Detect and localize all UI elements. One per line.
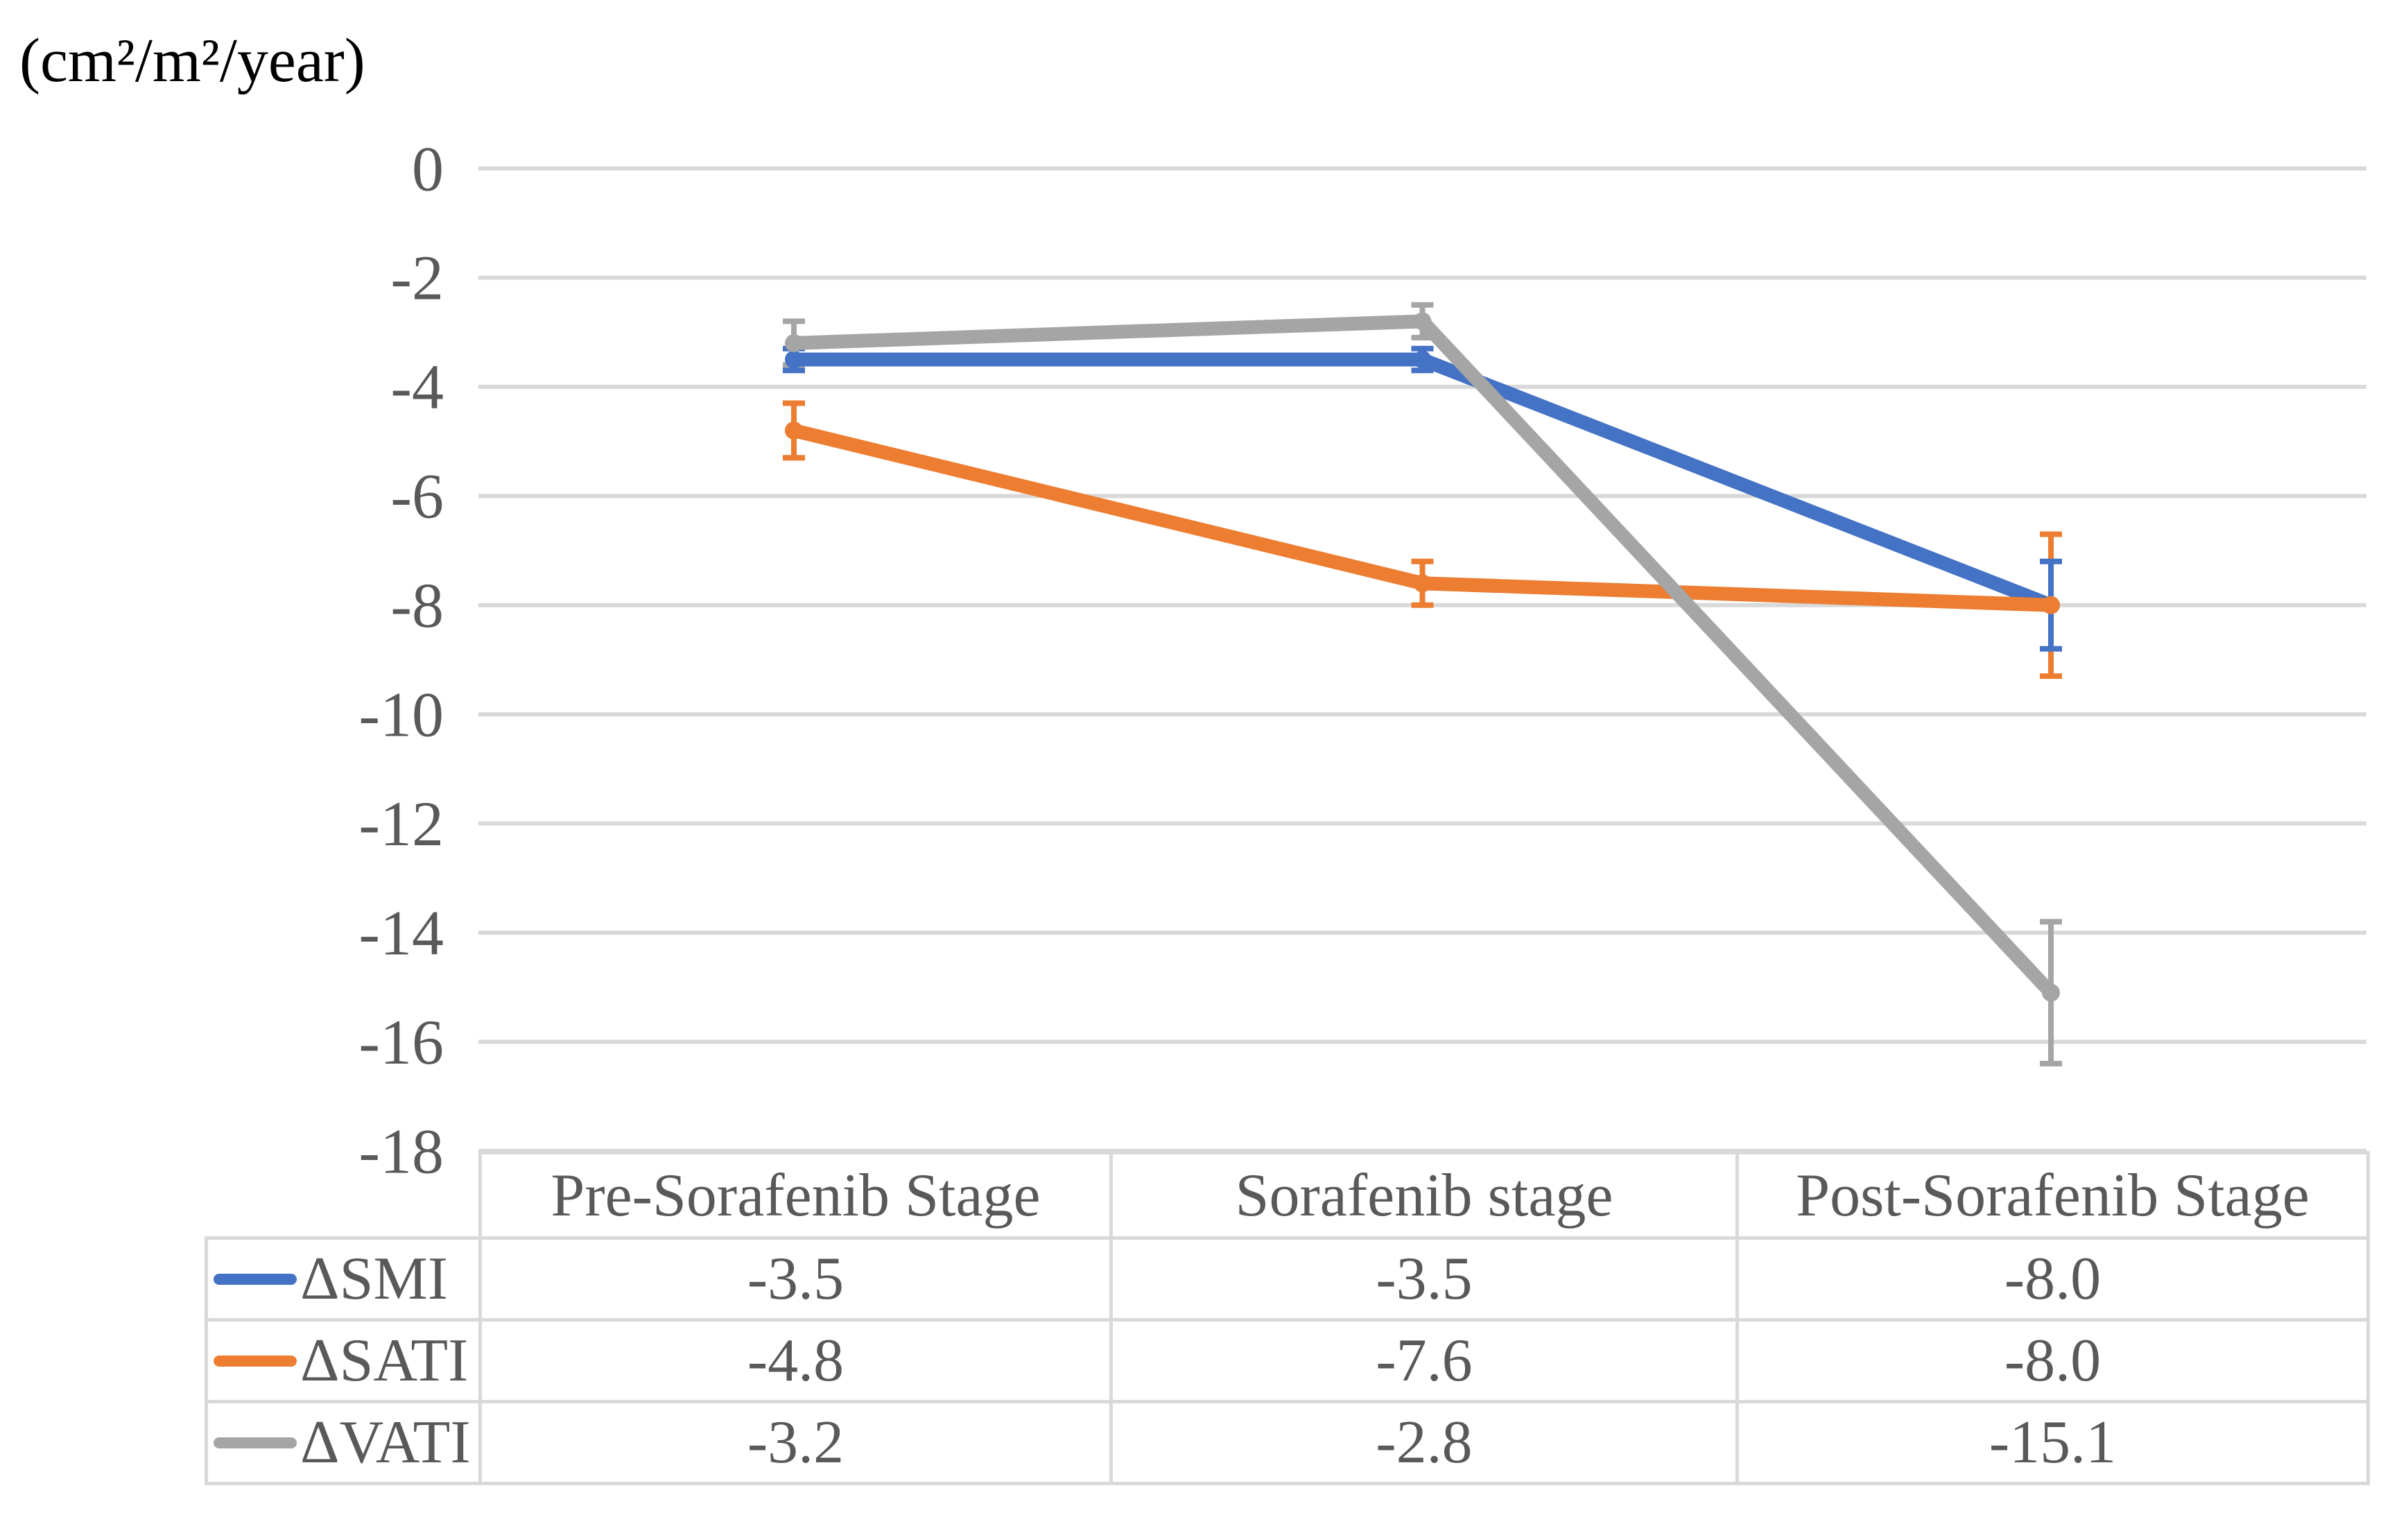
table-header-row: Pre-Sorafenib Stage Sorafenib stage Post… <box>207 1151 2370 1240</box>
series-1-marker-0 <box>785 421 803 440</box>
data-table: Pre-Sorafenib Stage Sorafenib stage Post… <box>205 1151 2370 1485</box>
legend-cell-vati: ΔVATI <box>205 1400 482 1485</box>
series-0-marker-1 <box>1413 350 1432 369</box>
y-tick-label: -8 <box>390 570 444 641</box>
legend-cell-sati: ΔSATI <box>205 1318 482 1403</box>
legend-line-swatch-smi <box>214 1273 297 1285</box>
legend-label-smi: ΔSMI <box>300 1245 449 1313</box>
y-tick-label: -18 <box>358 1116 444 1186</box>
table-cell: -3.2 <box>478 1400 1113 1485</box>
table-cell: -4.8 <box>478 1318 1113 1403</box>
y-tick-label: -2 <box>390 243 444 313</box>
table-cell: -3.5 <box>478 1236 1113 1322</box>
legend-line-swatch-sati <box>214 1355 297 1367</box>
table-corner-cell <box>207 1153 480 1238</box>
y-tick-label: -4 <box>390 352 444 422</box>
series-2-marker-1 <box>1413 312 1432 331</box>
series-2-marker-2 <box>2042 983 2060 1002</box>
y-tick-label: -10 <box>358 679 444 750</box>
legend-label-vati: ΔVATI <box>300 1409 471 1476</box>
table-row-sati: ΔSATI -4.8 -7.6 -8.0 <box>205 1318 2370 1403</box>
legend-label-sati: ΔSATI <box>300 1327 469 1394</box>
table-cell: -8.0 <box>1735 1318 2370 1403</box>
series-2-line <box>787 314 2058 1000</box>
y-tick-label: -14 <box>358 897 444 968</box>
table-header-post-sorafenib: Post-Sorafenib Stage <box>1735 1151 2370 1240</box>
table-header-sorafenib: Sorafenib stage <box>1109 1151 1739 1240</box>
y-axis-unit-label: (cm²/m²/year) <box>19 26 365 95</box>
legend-line-swatch-vati <box>214 1437 297 1448</box>
table-row-vati: ΔVATI -3.2 -2.8 -15.1 <box>205 1400 2370 1485</box>
table-header-pre-sorafenib: Pre-Sorafenib Stage <box>478 1151 1113 1240</box>
y-tick-label: -12 <box>358 788 444 859</box>
table-cell: -3.5 <box>1109 1236 1739 1322</box>
table-cell: -15.1 <box>1735 1400 2370 1485</box>
table-cell: -8.0 <box>1735 1236 2370 1322</box>
table-row-smi: ΔSMI -3.5 -3.5 -8.0 <box>205 1236 2370 1322</box>
table-cell: -2.8 <box>1109 1400 1739 1485</box>
legend-cell-smi: ΔSMI <box>205 1236 482 1322</box>
y-tick-label: -16 <box>358 1007 444 1077</box>
table-cell: -7.6 <box>1109 1318 1739 1403</box>
series-1-marker-1 <box>1413 574 1432 593</box>
y-tick-label: 0 <box>412 133 444 204</box>
series-1-marker-2 <box>2042 596 2060 614</box>
series-0-marker-0 <box>785 350 803 369</box>
series-2-marker-0 <box>785 334 803 352</box>
y-tick-label: -6 <box>390 461 444 532</box>
